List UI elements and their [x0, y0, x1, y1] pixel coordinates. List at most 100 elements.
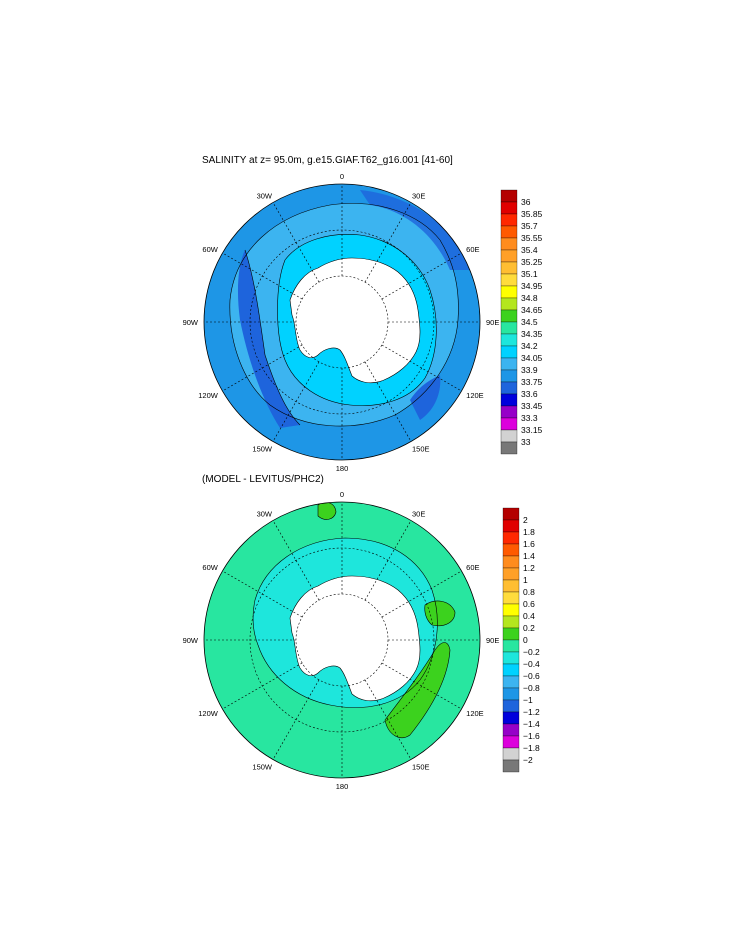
colorbar-label: 35.85 — [521, 209, 543, 219]
longitude-label: 90W — [183, 318, 199, 327]
colorbar-label: 34.05 — [521, 353, 543, 363]
longitude-label: 0 — [340, 172, 344, 181]
colorbar-swatch — [502, 507, 520, 521]
colorbar-swatch — [502, 687, 520, 701]
longitude-label: 60E — [466, 563, 479, 572]
difference-positive-patch — [385, 642, 450, 738]
colorbar-swatch — [502, 615, 520, 629]
colorbar-label: 34.95 — [521, 281, 543, 291]
colorbar-label: 0.4 — [523, 611, 535, 621]
colorbar-swatch — [502, 723, 520, 737]
colorbar-swatch — [500, 381, 518, 395]
longitude-label: 60E — [466, 245, 479, 254]
difference-land — [289, 575, 421, 702]
colorbar-swatch — [500, 417, 518, 431]
colorbar-swatch — [500, 213, 518, 227]
longitude-label: 120W — [198, 709, 219, 718]
colorbar-label: 35.1 — [521, 269, 538, 279]
difference-positive-patch-2 — [424, 600, 455, 626]
salinity-deep-patch — [410, 375, 441, 420]
colorbar-swatch — [500, 393, 518, 407]
colorbar-label: −1.6 — [523, 731, 540, 741]
colorbar-swatch — [502, 555, 520, 569]
colorbar-swatch — [502, 735, 520, 749]
colorbar-swatch — [500, 249, 518, 263]
difference-colorbar: 2 1.8 1.6 1.4 1.2 1 0.8 0.6 0.4 0.2 0 −0.2 −0.4 −0.6 −… — [502, 507, 540, 773]
colorbar-label: 35.55 — [521, 233, 543, 243]
colorbar-label: −0.4 — [523, 659, 540, 669]
longitude-label: 150E — [412, 762, 430, 771]
longitude-label: 120E — [466, 709, 484, 718]
colorbar-swatch — [500, 405, 518, 419]
colorbar-swatch — [500, 345, 518, 359]
colorbar-label: 2 — [523, 515, 528, 525]
colorbar-label: 36 — [521, 197, 531, 207]
colorbar-label: −0.8 — [523, 683, 540, 693]
colorbar-swatch — [502, 699, 520, 713]
longitude-label: 120W — [198, 391, 219, 400]
colorbar-label: 0.2 — [523, 623, 535, 633]
colorbar-label: −2 — [523, 755, 533, 765]
colorbar-swatch — [502, 603, 520, 617]
longitude-label: 30W — [257, 192, 273, 201]
colorbar-label: 33.75 — [521, 377, 543, 387]
salinity-map: 0 30E 60E 90E 120E 150E 180 150W 120W 90W 60W 30W 3… — [183, 172, 543, 473]
colorbar-swatch — [500, 333, 518, 347]
colorbar-swatch — [502, 759, 520, 773]
longitude-label: 30W — [257, 510, 273, 519]
colorbar-swatch — [502, 675, 520, 689]
colorbar-swatch — [502, 567, 520, 581]
colorbar-label: 35.7 — [521, 221, 538, 231]
colorbar-label: 35.25 — [521, 257, 543, 267]
colorbar-label: 1.4 — [523, 551, 535, 561]
colorbar-swatch — [500, 429, 518, 443]
difference-map: 0 30E 60E 90E 120E 150E 180 150W 120W 90W 60W 30W 2… — [183, 490, 540, 791]
colorbar-swatch — [500, 273, 518, 287]
salinity-colorbar: 36 35.85 35.7 35.55 35.4 35.25 35.1 34.95 34.8 34… — [500, 189, 543, 455]
colorbar-label: 0.8 — [523, 587, 535, 597]
colorbar-label: 34.5 — [521, 317, 538, 327]
longitude-label: 120E — [466, 391, 484, 400]
salinity-upper-right-band — [360, 190, 470, 270]
longitude-label: 60W — [202, 563, 218, 572]
colorbar-label: 33.3 — [521, 413, 538, 423]
colorbar-swatch — [500, 369, 518, 383]
colorbar-swatch — [500, 189, 518, 203]
colorbar-label: 33.45 — [521, 401, 543, 411]
longitude-label: 0 — [340, 490, 344, 499]
colorbar-label: −1.8 — [523, 743, 540, 753]
colorbar-swatch — [502, 531, 520, 545]
colorbar-label: 33.6 — [521, 389, 538, 399]
colorbar-label: 35.4 — [521, 245, 538, 255]
panel-title-salinity: SALINITY at z= 95.0m, g.e15.GIAF.T62_g16… — [202, 155, 453, 166]
colorbar-label: 0.6 — [523, 599, 535, 609]
colorbar-swatch — [500, 357, 518, 371]
longitude-label: 30E — [412, 192, 425, 201]
colorbar-label: 33 — [521, 437, 531, 447]
colorbar-swatch — [502, 591, 520, 605]
difference-positive-patch-3 — [318, 502, 336, 520]
colorbar-swatch — [500, 309, 518, 323]
colorbar-swatch — [502, 519, 520, 533]
colorbar-label: 1.2 — [523, 563, 535, 573]
colorbar-swatch — [500, 237, 518, 251]
colorbar-swatch — [502, 639, 520, 653]
longitude-label: 90W — [183, 636, 199, 645]
panel-title-difference: (MODEL - LEVITUS/PHC2) — [202, 474, 324, 485]
longitude-label: 180 — [336, 464, 349, 473]
longitude-label: 180 — [336, 782, 349, 791]
colorbar-label: 0 — [523, 635, 528, 645]
colorbar-label: −1 — [523, 695, 533, 705]
colorbar-swatch — [502, 543, 520, 557]
colorbar-swatch — [502, 711, 520, 725]
colorbar-label: 1 — [523, 575, 528, 585]
colorbar-swatch — [502, 663, 520, 677]
salinity-deep-wedge — [237, 250, 300, 428]
antarctica-land — [289, 257, 421, 384]
colorbar-swatch — [502, 651, 520, 665]
colorbar-swatch — [500, 261, 518, 275]
colorbar-swatch — [500, 285, 518, 299]
longitude-label: 90E — [486, 636, 499, 645]
longitude-label: 150W — [252, 762, 273, 771]
